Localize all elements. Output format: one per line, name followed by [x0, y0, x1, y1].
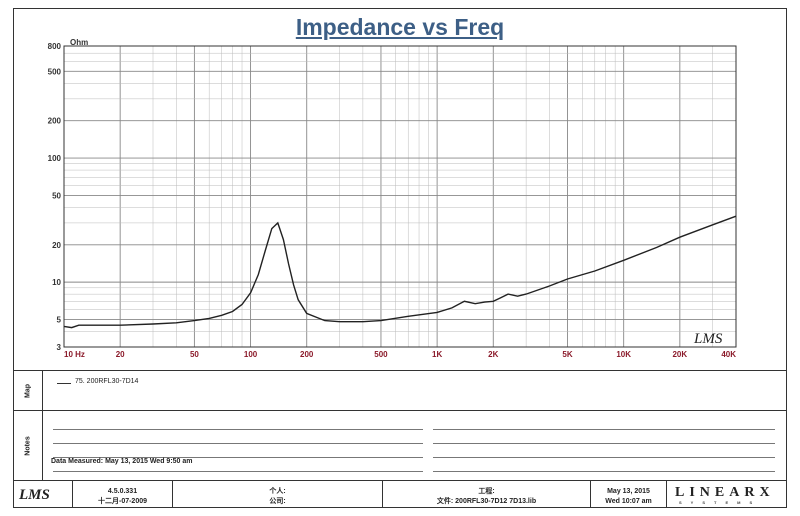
- y-tick-label: 5: [57, 315, 62, 324]
- y-axis-label: Ohm: [70, 38, 88, 47]
- info-panel: Map 75. 200RFL30-7D14 Notes Data Measure…: [13, 370, 787, 508]
- x-tick-label: 40K: [721, 350, 736, 359]
- footer-brand-cell: LINEARX SYSTEMS: [667, 481, 787, 508]
- chart-title: Impedance vs Freq: [295, 14, 505, 40]
- y-tick-label: 20: [52, 241, 61, 250]
- x-tick-label: 100: [244, 350, 258, 359]
- data-measured: Data Measured: May 13, 2015 Wed 9:50 am: [51, 458, 193, 465]
- impedance-curve: [63, 215, 737, 329]
- y-tick-label: 500: [48, 67, 62, 76]
- note-line: [433, 457, 775, 458]
- page-frame: [13, 8, 787, 508]
- y-tick-label: 200: [48, 117, 62, 126]
- y-tick-label: 3: [57, 343, 62, 352]
- x-tick-label: 50: [190, 350, 199, 359]
- y-tick-label: 10: [52, 278, 61, 287]
- lms-logo: LMS: [19, 487, 50, 503]
- project-label: 工程:: [478, 488, 495, 495]
- note-line: [53, 457, 423, 458]
- notes-side-label: Notes: [13, 411, 43, 480]
- x-tick-label: 2K: [488, 350, 498, 359]
- note-line: [53, 471, 423, 472]
- legend-swatch: [57, 383, 71, 384]
- footer-bar: LMS 4.5.0.331 十二月-07-2009 个人: 公司: 工程: 文件…: [13, 480, 787, 508]
- x-tick-labels: 10 Hz 20 50 100 200 500 1K 2K 5K 10K 20K 40K: [64, 350, 736, 359]
- chart-grid: [63, 45, 737, 348]
- x-tick-label: 10K: [616, 350, 631, 359]
- lms-watermark: LMS: [693, 331, 723, 347]
- version: 4.5.0.331: [107, 488, 138, 495]
- footer-project-cell: 工程: 文件: 200RFL30-7D12 7D13.lib: [383, 481, 591, 508]
- note-line: [433, 429, 775, 430]
- x-tick-label: 20K: [672, 350, 687, 359]
- note-line: [53, 443, 423, 444]
- person-label: 个人:: [269, 488, 286, 495]
- y-tick-label: 50: [52, 191, 61, 200]
- x-tick-label: 5K: [562, 350, 572, 359]
- legend-row: Map 75. 200RFL30-7D14: [13, 370, 787, 410]
- footer-date: May 13, 2015: [607, 488, 650, 495]
- x-tick-label: 500: [374, 350, 388, 359]
- note-line: [53, 429, 423, 430]
- footer-version-cell: 4.5.0.331 十二月-07-2009: [73, 481, 173, 508]
- y-tick-label: 100: [48, 154, 62, 163]
- plot-area-border: [63, 45, 737, 348]
- company-label: 公司:: [269, 498, 286, 505]
- note-line: [433, 471, 775, 472]
- footer-date-cell: May 13, 2015 Wed 10:07 am: [591, 481, 667, 508]
- linearx-logo: LINEARX: [675, 485, 775, 500]
- x-tick-label: 1K: [432, 350, 442, 359]
- build-date: 十二月-07-2009: [97, 498, 148, 505]
- y-tick-label: 800: [48, 42, 62, 51]
- legend-side-label: Map: [13, 371, 43, 410]
- y-tick-labels: 3 5 10 20 50 100 200 500 800: [48, 42, 62, 352]
- footer-person-cell: 个人: 公司:: [173, 481, 383, 508]
- footer-logo-cell: LMS: [13, 481, 73, 508]
- linearx-subtitle: SYSTEMS: [679, 500, 762, 505]
- file-name: 文件: 200RFL30-7D12 7D13.lib: [436, 498, 537, 505]
- x-tick-label: 20: [116, 350, 125, 359]
- x-tick-label: 10 Hz: [64, 350, 85, 359]
- footer-time: Wed 10:07 am: [605, 498, 652, 505]
- note-line: [433, 443, 775, 444]
- notes-row: Notes: [13, 410, 787, 480]
- legend-entry: 75. 200RFL30-7D14: [75, 378, 139, 385]
- x-tick-label: 200: [300, 350, 314, 359]
